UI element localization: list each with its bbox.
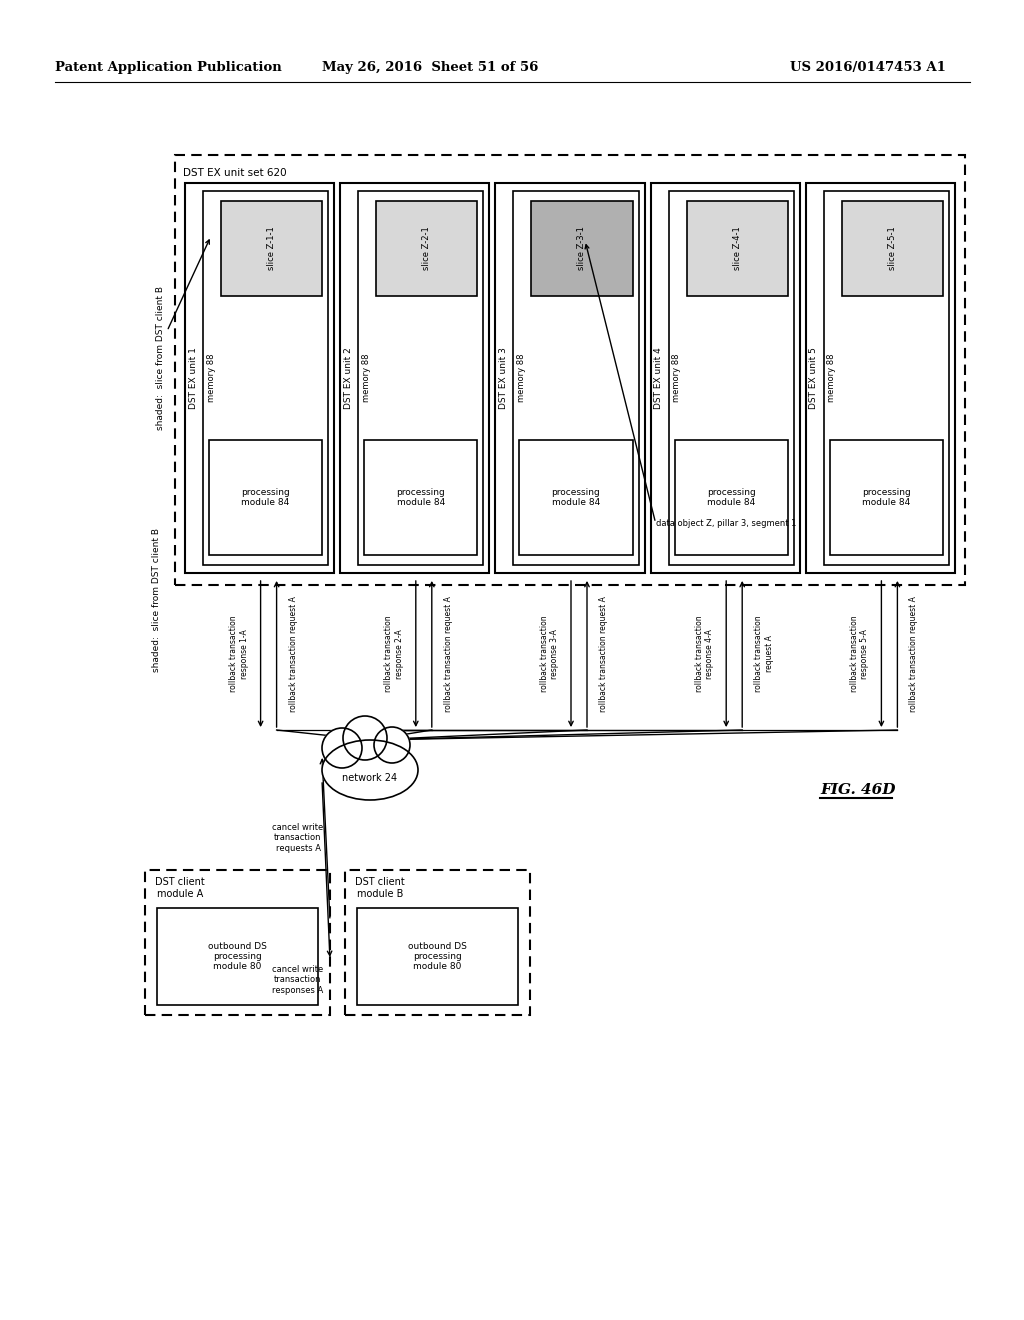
Text: DST client
module B: DST client module B	[355, 878, 404, 899]
Text: network 24: network 24	[342, 774, 397, 783]
Bar	[145, 870, 330, 1015]
Bar	[519, 440, 633, 554]
Text: memory 88: memory 88	[672, 354, 681, 403]
Text: slice Z-1-1: slice Z-1-1	[267, 227, 276, 271]
Bar	[823, 191, 949, 565]
Text: rollback transaction request A: rollback transaction request A	[599, 597, 608, 711]
Text: slice Z-3-1: slice Z-3-1	[578, 227, 587, 271]
Text: rollback transaction
request A: rollback transaction request A	[755, 615, 773, 692]
Text: shaded:  slice from DST client B: shaded: slice from DST client B	[152, 528, 161, 672]
Text: Patent Application Publication: Patent Application Publication	[55, 62, 282, 74]
Text: rollback transaction
response 1-A: rollback transaction response 1-A	[229, 615, 249, 692]
Text: DST EX unit 1: DST EX unit 1	[188, 347, 198, 409]
Text: processing
module 84: processing module 84	[707, 488, 756, 507]
Text: processing
module 84: processing module 84	[862, 488, 910, 507]
Bar	[175, 154, 965, 585]
Text: outbound DS
processing
module 80: outbound DS processing module 80	[408, 941, 467, 972]
Bar	[209, 440, 323, 554]
Text: processing
module 84: processing module 84	[396, 488, 445, 507]
Text: cancel write
transaction
responses A: cancel write transaction responses A	[272, 965, 324, 995]
Text: memory 88: memory 88	[827, 354, 837, 403]
Text: memory 88: memory 88	[207, 354, 215, 403]
Text: rollback transaction request A: rollback transaction request A	[443, 597, 453, 711]
Text: rollback transaction request A: rollback transaction request A	[909, 597, 919, 711]
Text: DST EX unit set 620: DST EX unit set 620	[183, 168, 287, 178]
Bar	[345, 870, 530, 1015]
Text: slice Z-2-1: slice Z-2-1	[422, 227, 431, 271]
Text: rollback transaction request A: rollback transaction request A	[289, 597, 298, 711]
Bar	[340, 183, 489, 573]
Text: DST EX unit 2: DST EX unit 2	[344, 347, 352, 409]
Bar	[358, 191, 483, 565]
Bar	[842, 201, 943, 296]
Ellipse shape	[322, 741, 418, 800]
Text: DST client
module A: DST client module A	[155, 878, 205, 899]
Text: rollback transaction
response 4-A: rollback transaction response 4-A	[695, 615, 714, 692]
Bar	[203, 191, 329, 565]
Bar	[806, 183, 955, 573]
Text: shaded:  slice from DST client B: shaded: slice from DST client B	[156, 286, 165, 430]
Circle shape	[322, 729, 362, 768]
Text: slice Z-5-1: slice Z-5-1	[888, 227, 897, 271]
Circle shape	[343, 715, 387, 760]
Text: rollback transaction
response 3-A: rollback transaction response 3-A	[540, 615, 559, 692]
Bar	[531, 201, 633, 296]
Bar	[185, 183, 334, 573]
Text: memory 88: memory 88	[361, 354, 371, 403]
Text: cancel write
transaction
requests A: cancel write transaction requests A	[272, 822, 324, 853]
Text: slice Z-4-1: slice Z-4-1	[733, 227, 741, 271]
Bar	[221, 201, 323, 296]
Bar	[650, 183, 800, 573]
Bar	[669, 191, 794, 565]
Text: DST EX unit 4: DST EX unit 4	[654, 347, 664, 409]
Text: US 2016/0147453 A1: US 2016/0147453 A1	[790, 62, 946, 74]
Bar	[365, 440, 477, 554]
Bar	[675, 440, 787, 554]
Text: data object Z, pillar 3, segment 1: data object Z, pillar 3, segment 1	[655, 519, 796, 528]
Text: processing
module 84: processing module 84	[552, 488, 600, 507]
Bar	[829, 440, 943, 554]
Text: memory 88: memory 88	[517, 354, 526, 403]
Text: rollback transaction
response 5-A: rollback transaction response 5-A	[850, 615, 869, 692]
Text: FIG. 46D: FIG. 46D	[820, 783, 896, 797]
Bar	[687, 201, 787, 296]
Text: processing
module 84: processing module 84	[242, 488, 290, 507]
Bar	[496, 183, 644, 573]
Bar	[357, 908, 518, 1005]
Text: rollback transaction
response 2-A: rollback transaction response 2-A	[384, 615, 403, 692]
Circle shape	[374, 727, 410, 763]
Text: DST EX unit 3: DST EX unit 3	[499, 347, 508, 409]
Text: DST EX unit 5: DST EX unit 5	[809, 347, 818, 409]
Bar	[513, 191, 639, 565]
Bar	[376, 201, 477, 296]
Bar	[157, 908, 318, 1005]
Text: May 26, 2016  Sheet 51 of 56: May 26, 2016 Sheet 51 of 56	[322, 62, 539, 74]
Text: outbound DS
processing
module 80: outbound DS processing module 80	[208, 941, 267, 972]
